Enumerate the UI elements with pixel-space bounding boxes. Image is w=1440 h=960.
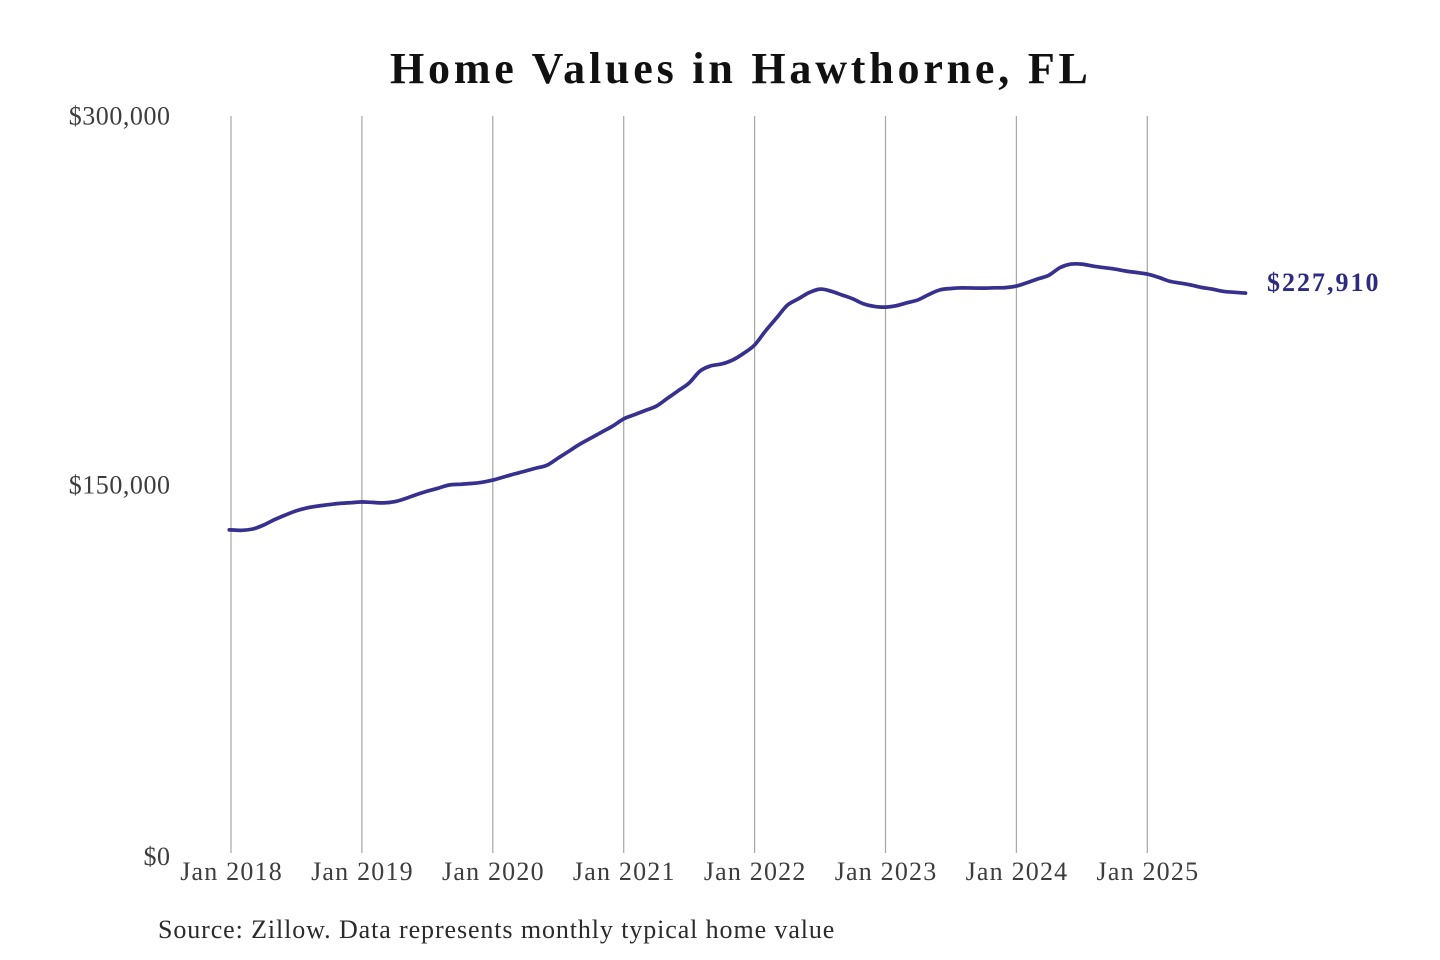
svg-text:Source: Zillow. Data represent: Source: Zillow. Data represents monthly … — [158, 915, 835, 944]
svg-text:Jan 2020: Jan 2020 — [442, 857, 545, 886]
svg-text:Jan 2022: Jan 2022 — [704, 857, 807, 886]
svg-text:Jan 2023: Jan 2023 — [835, 857, 938, 886]
svg-text:Jan 2019: Jan 2019 — [311, 857, 414, 886]
svg-text:Jan 2024: Jan 2024 — [966, 857, 1069, 886]
svg-text:$227,910: $227,910 — [1267, 268, 1381, 297]
svg-text:Home Values in Hawthorne, FL: Home Values in Hawthorne, FL — [390, 44, 1092, 93]
svg-text:$300,000: $300,000 — [69, 102, 171, 131]
svg-text:Jan 2018: Jan 2018 — [180, 857, 283, 886]
svg-text:Jan 2021: Jan 2021 — [573, 857, 676, 886]
svg-text:Jan 2025: Jan 2025 — [1097, 857, 1200, 886]
svg-text:$150,000: $150,000 — [69, 470, 171, 499]
svg-text:$0: $0 — [143, 842, 170, 871]
